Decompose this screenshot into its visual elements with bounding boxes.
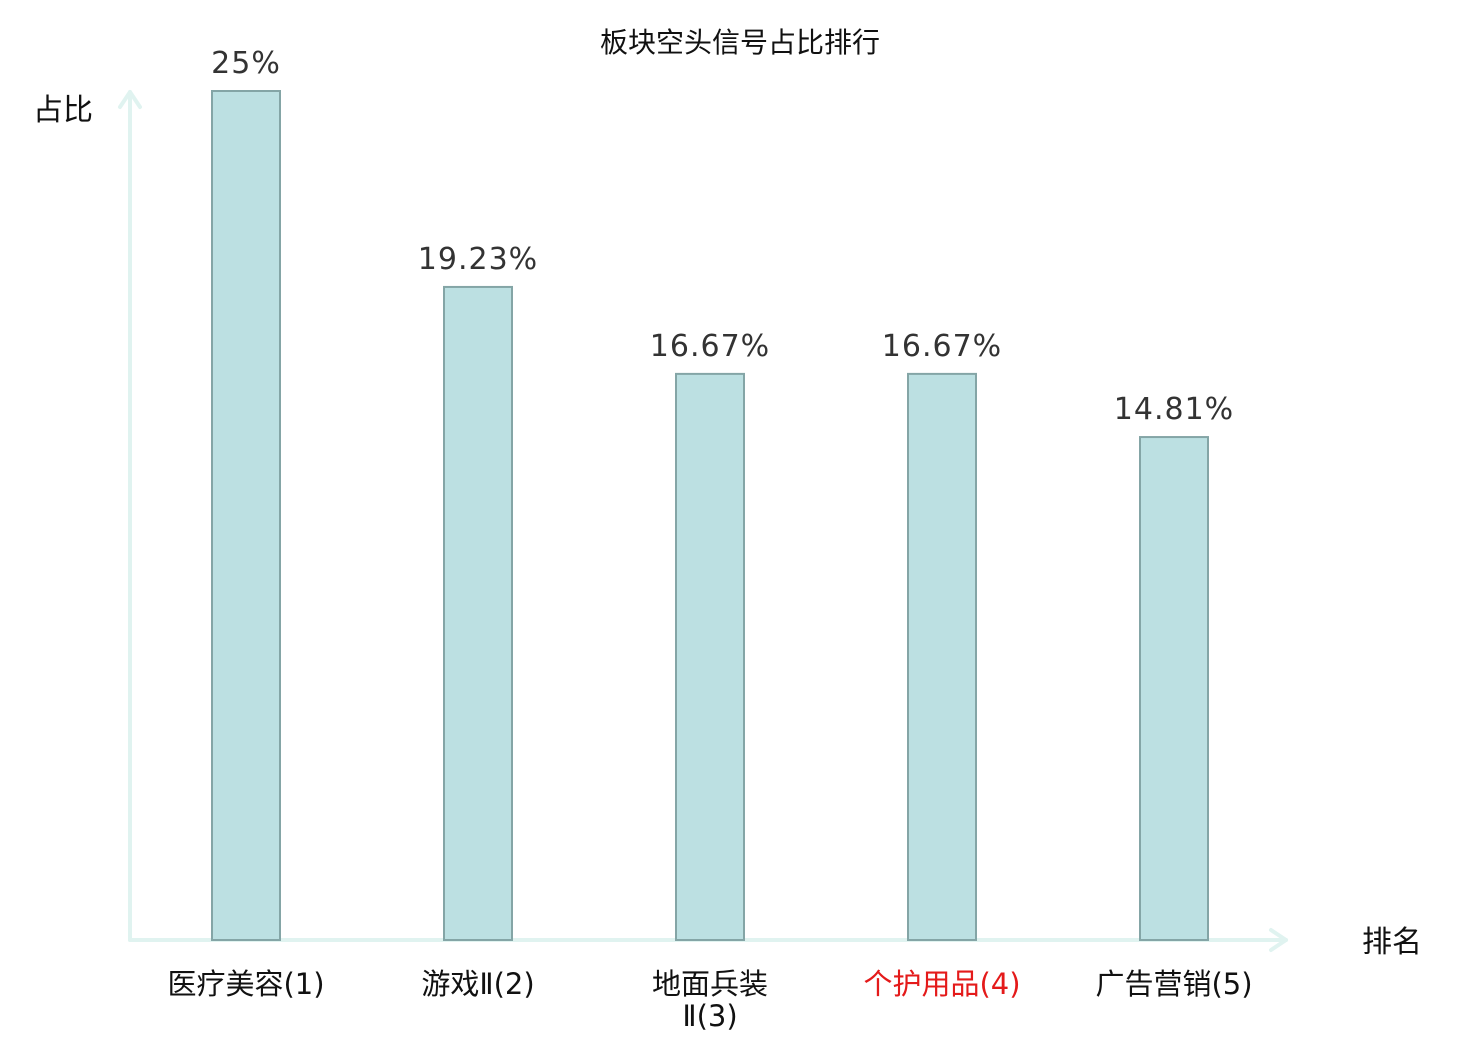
y-axis-arrow-icon [118,90,142,109]
value-label-4: 16.67% [882,329,1002,364]
bar-4 [907,372,977,942]
category-label-4: 个护用品(4) [863,967,1020,1001]
y-axis: 占比 [33,90,142,942]
chart-title: 板块空头信号占比排行 [600,26,880,59]
category-label-5: 广告营销(5) [1095,967,1252,1001]
value-label-3: 16.67% [650,329,770,364]
value-label-2: 19.23% [418,242,538,277]
x-axis-label: 排名 [1362,925,1422,960]
y-axis-label: 占比 [33,93,93,128]
category-label-1: 医疗美容(1) [167,967,324,1001]
category-labels-group: 医疗美容(1) 游戏Ⅱ(2) 地面兵装 Ⅱ(3) 个护用品(4) 广告营销(5) [167,967,1252,1033]
value-label-5: 14.81% [1114,392,1234,427]
value-labels-group: 25% 19.23% 16.67% 16.67% 14.81% [211,46,1234,427]
bar-3 [675,372,745,942]
x-axis-arrow-icon [1269,928,1288,952]
x-axis: 排名 [128,925,1422,960]
bar-5 [1139,436,1209,941]
bars-group [211,90,1209,942]
value-label-1: 25% [211,46,281,81]
bar-1 [211,90,281,941]
category-label-3: 地面兵装 Ⅱ(3) [652,967,768,1033]
bar-2 [443,285,513,941]
category-label-2: 游戏Ⅱ(2) [421,967,534,1001]
